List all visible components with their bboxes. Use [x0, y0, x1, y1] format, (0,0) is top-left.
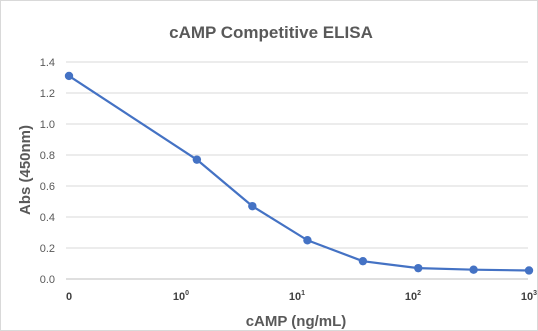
x-tick-label: 100: [173, 290, 189, 303]
x-tick-label: 0: [66, 291, 72, 303]
y-tick-label: 0.8: [40, 150, 55, 162]
y-tick-label: 0.2: [40, 243, 55, 255]
x-axis-ticks: 0 100 101 102 103: [66, 290, 537, 303]
x-tick-label: 103: [521, 290, 537, 303]
data-point: [64, 71, 74, 81]
y-axis-title: Abs (450nm): [17, 125, 34, 215]
x-tick-label: 101: [289, 290, 305, 303]
y-tick-label: 0.0: [40, 274, 55, 286]
x-tick-label: 102: [405, 290, 421, 303]
gridlines: [66, 61, 528, 280]
data-point: [248, 201, 257, 211]
y-axis-ticks: 0.0 0.2 0.4 0.6 0.8 1.0 1.2 1.4: [40, 57, 55, 286]
data-point: [303, 236, 312, 245]
y-tick-label: 0.4: [40, 212, 55, 224]
y-tick-label: 0.6: [40, 181, 55, 193]
data-point: [524, 266, 534, 275]
y-tick-label: 1.2: [40, 88, 55, 100]
x-axis-title: cAMP (ng/mL): [246, 313, 347, 330]
chart-title: cAMP Competitive ELISA: [169, 23, 373, 42]
data-point: [192, 155, 202, 164]
series-group: [64, 71, 534, 275]
data-point: [358, 256, 368, 266]
data-point: [414, 263, 423, 273]
data-point: [469, 265, 478, 274]
series-line: [68, 75, 530, 272]
y-tick-label: 1.4: [40, 57, 55, 69]
y-tick-label: 1.0: [40, 119, 55, 131]
